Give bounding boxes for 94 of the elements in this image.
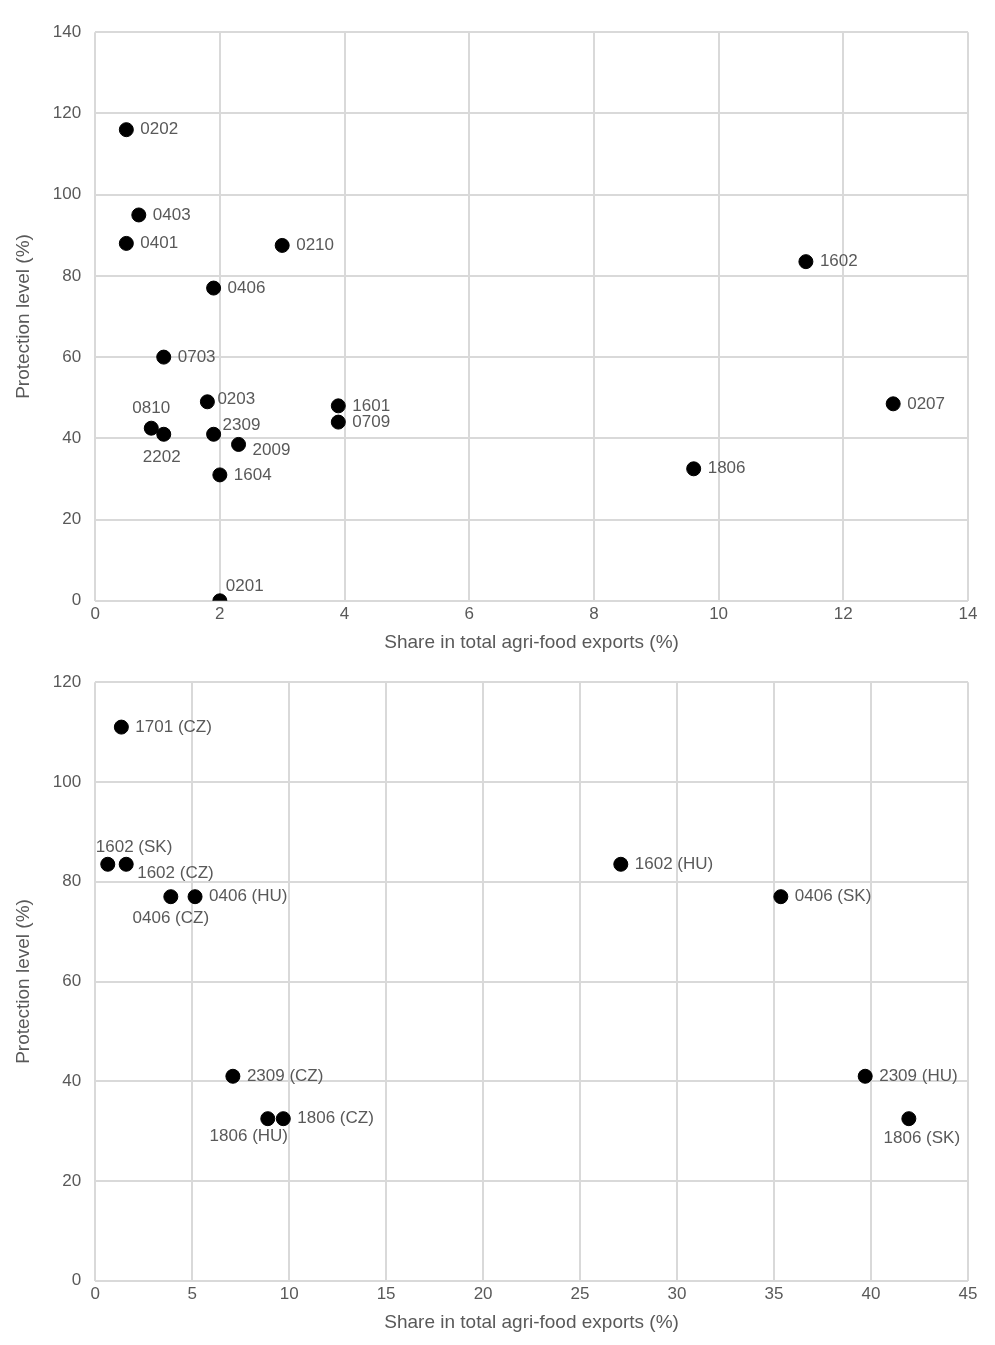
annotation: 1701 (CZ) xyxy=(135,716,212,736)
annotation: 1806 xyxy=(707,458,746,478)
y-tick-label: 60 xyxy=(62,971,82,991)
annotation: 0403 xyxy=(152,204,191,224)
point xyxy=(225,1068,241,1084)
annotation: 0203 xyxy=(217,389,256,409)
x-tick-label: 5 xyxy=(187,1283,197,1303)
point xyxy=(212,467,228,483)
x-tick-label: 14 xyxy=(958,603,978,623)
x-tick-label: 12 xyxy=(833,603,853,623)
point xyxy=(206,280,222,296)
annotation: 2202 xyxy=(142,446,181,466)
y-tick-label: 0 xyxy=(71,1270,82,1290)
x-tick-label: 4 xyxy=(339,603,350,623)
annotation: 1602 (SK) xyxy=(95,836,173,856)
x-tick-label: 15 xyxy=(376,1283,396,1303)
y-tick-label: 40 xyxy=(62,428,82,448)
annotation: 0401 xyxy=(140,233,179,253)
annotation: 0810 xyxy=(132,397,171,417)
x-tick-label: 25 xyxy=(570,1283,590,1303)
y-tick-label: 20 xyxy=(62,509,82,529)
point xyxy=(118,122,134,138)
point xyxy=(901,1111,917,1127)
point xyxy=(156,349,172,365)
point xyxy=(118,856,134,872)
point xyxy=(798,254,814,270)
x-tick-label: 45 xyxy=(958,1283,978,1303)
annotation: 2009 xyxy=(252,440,291,460)
y-tick-label: 100 xyxy=(52,184,82,204)
point xyxy=(686,461,702,477)
annotation: 2309 (HU) xyxy=(879,1065,958,1085)
point xyxy=(260,1111,276,1127)
x-tick-label: 10 xyxy=(279,1283,299,1303)
y-tick-label: 80 xyxy=(62,871,82,891)
point xyxy=(163,889,179,905)
point xyxy=(156,426,172,442)
point xyxy=(857,1068,873,1084)
y-tick-label: 60 xyxy=(62,346,82,366)
annotation: 1806 (SK) xyxy=(883,1128,961,1148)
point xyxy=(773,889,789,905)
point xyxy=(199,394,215,410)
annotation: 1602 xyxy=(819,251,858,271)
y-tick-label: 120 xyxy=(52,671,82,691)
point xyxy=(330,414,346,430)
annotation: 1806 (HU) xyxy=(209,1126,288,1146)
x-tick-label: 35 xyxy=(764,1283,784,1303)
annotation: 0406 (HU) xyxy=(209,886,288,906)
annotation: 0406 (CZ) xyxy=(132,908,210,928)
point xyxy=(206,426,222,442)
point xyxy=(231,436,247,452)
point xyxy=(330,398,346,414)
annotation: 0207 xyxy=(907,393,946,413)
x-tick-label: 30 xyxy=(667,1283,687,1303)
annotation: 0202 xyxy=(140,119,179,139)
annotation: 0201 xyxy=(225,576,264,596)
point xyxy=(275,1111,291,1127)
x-tick-label: 20 xyxy=(473,1283,493,1303)
point xyxy=(113,719,129,735)
annotation: 0406 (SK) xyxy=(794,886,872,906)
point xyxy=(885,396,901,412)
x-tick-label: 0 xyxy=(90,1283,100,1303)
x-tick-label: 6 xyxy=(464,603,474,623)
annotation: 0703 xyxy=(177,346,216,366)
x-axis-title: Share in total agri-food exports (%) xyxy=(384,630,679,652)
x-tick-label: 2 xyxy=(215,603,225,623)
y-tick-label: 40 xyxy=(62,1070,82,1090)
point xyxy=(131,207,147,223)
y-tick-label: 140 xyxy=(52,21,82,41)
x-tick-label: 0 xyxy=(90,603,100,623)
point xyxy=(187,889,203,905)
point xyxy=(274,237,290,253)
annotation: 2309 xyxy=(222,414,261,434)
x-tick-label: 8 xyxy=(589,603,599,623)
x-tick-label: 40 xyxy=(861,1283,881,1303)
point xyxy=(100,856,116,872)
annotation: 0406 xyxy=(227,277,266,297)
point xyxy=(143,420,159,436)
x-tick-label: 10 xyxy=(709,603,729,623)
y-tick-label: 120 xyxy=(52,103,82,123)
annotation: 1602 (CZ) xyxy=(137,862,214,882)
y-tick-label: 100 xyxy=(52,771,82,791)
annotation: 1602 (HU) xyxy=(634,853,714,873)
y-axis-title: Protection level (%) xyxy=(11,899,33,1064)
x-axis-title: Share in total agri-food exports (%) xyxy=(384,1310,679,1332)
annotation: 1806 (CZ) xyxy=(297,1108,374,1128)
annotation: 0210 xyxy=(296,235,335,255)
y-tick-label: 20 xyxy=(62,1170,82,1190)
annotation: 2309 (CZ) xyxy=(246,1065,324,1085)
annotation: 1604 xyxy=(233,464,272,484)
y-axis-title: Protection level (%) xyxy=(11,234,33,399)
y-tick-label: 80 xyxy=(62,265,82,285)
y-tick-label: 0 xyxy=(71,590,82,610)
point xyxy=(118,235,134,251)
point xyxy=(613,856,629,872)
